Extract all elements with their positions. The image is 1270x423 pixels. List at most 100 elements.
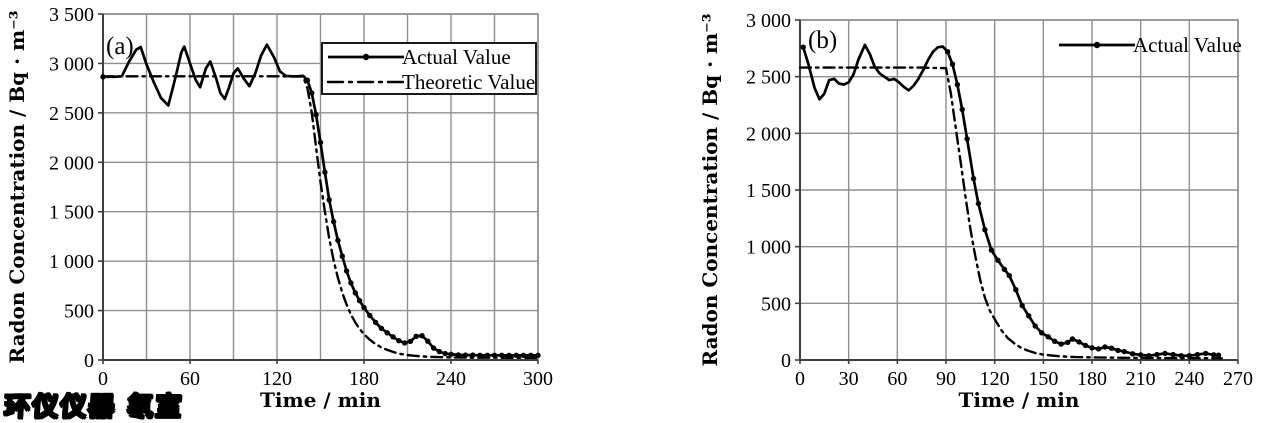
- series-marker: [535, 352, 541, 358]
- series-marker: [1052, 338, 1058, 344]
- x-tick-label: 60: [180, 368, 200, 390]
- series-marker: [407, 338, 414, 345]
- series-marker: [430, 345, 437, 351]
- x-tick-label: 210: [1126, 368, 1156, 390]
- series-marker: [326, 197, 332, 203]
- series-marker: [361, 304, 367, 311]
- x-tick-label: 180: [1077, 368, 1107, 390]
- series-marker: [1082, 342, 1089, 349]
- x-tick-label: 30: [839, 368, 859, 390]
- series-marker: [1013, 287, 1019, 293]
- panel-label: (b): [808, 27, 837, 54]
- series-marker: [1162, 350, 1168, 357]
- chart-panel-b: 0 500 1 000 1 500 2 000 2 500 3 000 0 30 60 90 120 1…: [698, 10, 1253, 412]
- series-marker: [1202, 350, 1209, 357]
- series-marker: [964, 136, 970, 142]
- series-marker: [309, 90, 315, 96]
- series-marker: [1069, 336, 1076, 342]
- series-line: [101, 75, 540, 359]
- legend-box: [321, 42, 537, 95]
- series-marker: [1026, 313, 1032, 319]
- data-series: [798, 43, 1223, 360]
- panel-label: (a): [106, 33, 134, 60]
- gridlines: [799, 19, 1239, 361]
- y-tick-label: 2 000: [49, 152, 94, 174]
- x-tick-label: 150: [1028, 368, 1058, 390]
- series-marker: [330, 218, 337, 225]
- series-marker: [1108, 345, 1115, 351]
- series-marker: [339, 253, 345, 259]
- y-tick-label: 2 000: [746, 123, 791, 145]
- y-axis-title: Radon Concentration / Bq · m⁻³: [698, 13, 722, 366]
- legend: Actual Value: [1059, 33, 1242, 57]
- series-marker: [1001, 266, 1008, 272]
- series-marker: [352, 290, 358, 296]
- legend-entry-label: Actual Value: [1133, 33, 1242, 57]
- series-marker: [949, 61, 956, 67]
- y-tick-label: 0: [781, 350, 791, 372]
- series-marker: [520, 352, 527, 358]
- x-tick-label: 240: [436, 368, 466, 390]
- series-line: [798, 66, 1223, 360]
- series-marker: [1102, 344, 1108, 350]
- series-marker: [425, 338, 431, 344]
- series-marker: [322, 169, 328, 175]
- y-tick-label: 500: [761, 293, 791, 315]
- axis-text: 0 500 1 000 1 500 2 000 2 500 3 000 0 30 60 90 120 1…: [698, 10, 1253, 412]
- series-marker: [348, 280, 354, 286]
- series-marker: [1058, 341, 1064, 347]
- series-line: [801, 43, 1220, 358]
- y-tick-label: 1 000: [49, 251, 94, 273]
- series-marker: [1095, 346, 1102, 352]
- series-marker: [401, 340, 408, 346]
- y-tick-label: 3 000: [746, 10, 791, 32]
- series-marker: [396, 338, 402, 344]
- legend-entry-label: Actual Value: [402, 45, 511, 69]
- series-marker: [954, 81, 961, 88]
- y-tick-label: 1 500: [746, 180, 791, 202]
- x-tick-label: 180: [349, 368, 379, 390]
- series-marker: [1215, 352, 1222, 358]
- series-marker: [1089, 345, 1095, 351]
- x-axis-title: Time / min: [260, 388, 381, 412]
- series-marker: [335, 237, 341, 244]
- y-tick-label: 500: [64, 301, 94, 323]
- series-marker: [1065, 339, 1071, 346]
- series-marker: [442, 350, 448, 357]
- data-series: [100, 43, 541, 359]
- y-tick-label: 0: [84, 350, 94, 372]
- axes: [795, 19, 1239, 364]
- y-tick-label: 3 000: [49, 53, 94, 75]
- series-marker: [419, 333, 425, 339]
- legend-sample-marker: [362, 53, 370, 61]
- series-marker: [384, 330, 390, 336]
- series-marker: [1039, 330, 1045, 336]
- x-tick-label: 240: [1174, 368, 1204, 390]
- series-marker: [317, 139, 324, 146]
- series-marker: [1019, 302, 1025, 309]
- series-marker: [988, 247, 995, 253]
- x-axis-title: Time / min: [959, 388, 1080, 412]
- series-marker: [1032, 323, 1038, 329]
- x-tick-label: 120: [262, 368, 292, 390]
- series-marker: [1129, 351, 1136, 357]
- series-marker: [1194, 351, 1201, 358]
- series-marker: [390, 334, 396, 340]
- series-marker: [372, 319, 379, 326]
- series-marker: [800, 44, 806, 50]
- y-axis-title: Radon Concentration / Bq · m⁻³: [5, 10, 29, 363]
- legend-entry-label: Theoretic Value: [402, 70, 535, 94]
- x-tick-label: 0: [795, 368, 805, 390]
- series-marker: [367, 312, 373, 319]
- y-tick-label: 2 500: [746, 67, 791, 89]
- axes: [98, 13, 539, 364]
- x-tick-label: 60: [887, 368, 907, 390]
- x-tick-label: 120: [980, 368, 1010, 390]
- y-tick-label: 3 500: [49, 4, 94, 26]
- series-marker: [944, 49, 951, 55]
- series-marker: [1121, 348, 1128, 355]
- series-marker: [436, 348, 443, 355]
- series-marker: [1170, 351, 1176, 358]
- series-marker: [982, 227, 988, 233]
- x-tick-label: 300: [523, 368, 553, 390]
